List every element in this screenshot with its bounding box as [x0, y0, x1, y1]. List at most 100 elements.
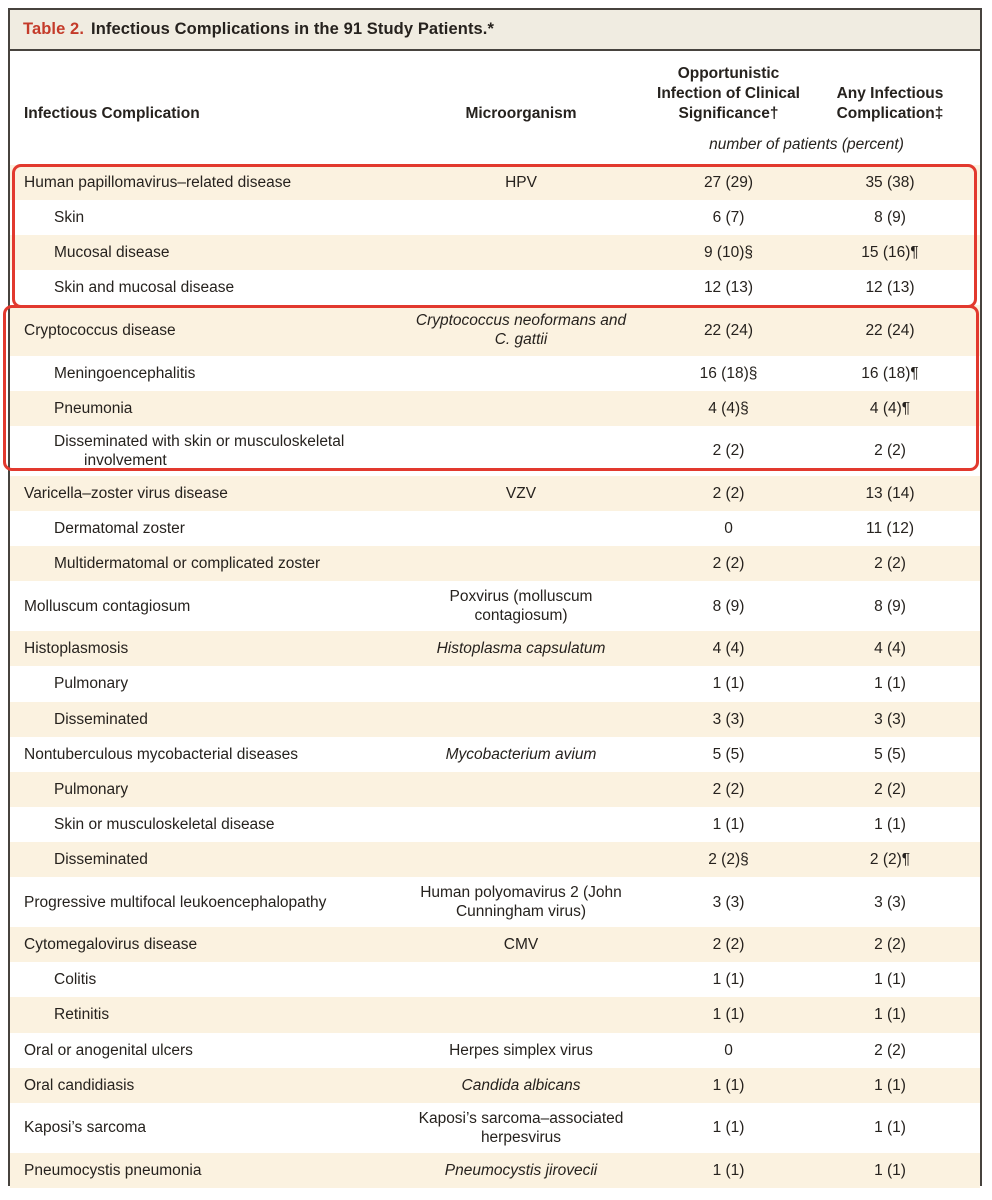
- any-infection-cell: 1 (1): [874, 971, 906, 989]
- microorganism-cell: [385, 390, 657, 426]
- any-infection-cell: 13 (14): [800, 475, 980, 511]
- microorganism-text: CMV: [503, 936, 539, 954]
- microorganism-cell: [385, 200, 657, 235]
- microorganism-text: Histoplasma capsulatum: [436, 640, 606, 658]
- any-infection-cell: 8 (9): [874, 209, 906, 227]
- complication-cell: Pulmonary: [10, 771, 385, 807]
- complication-cell: Molluscum contagiosum: [24, 597, 191, 615]
- oi-significance-cell: 3 (3): [712, 893, 745, 911]
- any-infection-cell: 4 (4): [800, 631, 980, 667]
- microorganism-cell: [385, 841, 657, 878]
- oi-significance-cell: 1 (1): [712, 675, 745, 693]
- oi-significance-cell: 4 (4): [657, 631, 800, 667]
- complication-cell: Retinitis: [10, 997, 385, 1033]
- oi-significance-cell: 1 (1): [712, 815, 745, 833]
- complication-cell: Varicella–zoster virus disease: [10, 475, 385, 511]
- data-grid: Human papillomavirus–related disease HPV 2…: [10, 165, 980, 1188]
- any-infection-cell: 1 (1): [800, 1067, 980, 1103]
- table-header: Infectious Complication Microorganism Op…: [10, 51, 980, 165]
- oi-significance-cell: 8 (9): [712, 597, 745, 615]
- microorganism-cell: Poxvirus (molluscum contagiosum): [385, 581, 657, 631]
- oi-significance-cell: 16 (18)§: [699, 364, 758, 382]
- complication-cell: Dermatomal zoster: [54, 520, 185, 538]
- oi-significance-cell: 4 (4)§: [657, 390, 800, 426]
- complication-cell: Multidermatomal or complicated zoster: [10, 546, 385, 582]
- microorganism-text: Mycobacterium avium: [445, 745, 597, 763]
- complication-cell: Meningoencephalitis: [54, 364, 196, 382]
- microorganism-cell: [385, 511, 657, 546]
- microorganism-text: Pneumocystis jirovecii: [444, 1161, 598, 1179]
- any-infection-cell: 15 (16)¶: [800, 235, 980, 271]
- microorganism-cell: HPV: [385, 165, 657, 201]
- oi-significance-cell: 5 (5): [712, 745, 745, 763]
- any-infection-cell: 2 (2): [874, 442, 906, 460]
- complication-cell: Kaposi’s sarcoma: [24, 1119, 147, 1137]
- complication-cell: Disseminated: [10, 841, 385, 878]
- complication-cell: Nontuberculous mycobacterial diseases: [24, 745, 298, 763]
- microorganism-cell: Kaposi’s sarcoma–associated herpesvirus: [385, 1103, 657, 1153]
- oi-significance-cell: 2 (2)§: [657, 841, 800, 878]
- microorganism-cell: Herpes simplex virus: [385, 1033, 657, 1068]
- microorganism-cell: VZV: [385, 475, 657, 511]
- table-number-label: Table 2.: [23, 20, 85, 38]
- table-frame: Table 2. Infectious Complications in the…: [3, 8, 982, 1188]
- microorganism-cell: Pneumocystis jirovecii: [385, 1152, 657, 1188]
- complication-cell: Pneumonia: [10, 390, 385, 426]
- complication-cell: Colitis: [54, 971, 97, 989]
- microorganism-text: Candida albicans: [461, 1076, 581, 1094]
- oi-significance-cell: 6 (7): [712, 209, 745, 227]
- microorganism-cell: Human polyomavirus 2 (John Cunningham vi…: [385, 877, 657, 927]
- oi-significance-cell: 3 (3): [657, 701, 800, 737]
- complication-cell: Human papillomavirus–related disease: [10, 165, 385, 201]
- any-infection-cell: 35 (38): [800, 165, 980, 201]
- col-header-opportunistic-infection: Opportunistic Infection of Clinical Sign…: [657, 65, 800, 122]
- oi-significance-cell: 1 (1): [712, 1119, 745, 1137]
- table-body: Infectious Complication Microorganism Op…: [10, 51, 980, 1188]
- any-infection-cell: 22 (24): [800, 305, 980, 356]
- units-row: number of patients (percent): [10, 133, 980, 165]
- any-infection-cell: 16 (18)¶: [861, 364, 919, 382]
- any-infection-cell: 1 (1): [874, 1119, 906, 1137]
- units-spacer: [10, 133, 657, 165]
- complication-cell: Skin and mucosal disease: [54, 279, 235, 297]
- oi-significance-cell: 0: [724, 1041, 733, 1059]
- microorganism-cell: [385, 235, 657, 271]
- microorganism-cell: [385, 962, 657, 997]
- any-infection-cell: 5 (5): [874, 745, 906, 763]
- oi-significance-cell: 1 (1): [712, 971, 745, 989]
- col-header-infectious-complication: Infectious Complication: [24, 105, 200, 122]
- table-title-bar: Table 2. Infectious Complications in the…: [10, 10, 980, 51]
- complication-cell: Cryptococcus disease: [10, 305, 385, 356]
- any-infection-cell: 2 (2): [800, 546, 980, 582]
- microorganism-cell: [385, 807, 657, 842]
- oi-significance-cell: 22 (24): [657, 305, 800, 356]
- complication-cell: Histoplasmosis: [10, 631, 385, 667]
- complication-cell: Oral or anogenital ulcers: [24, 1041, 193, 1059]
- oi-significance-cell: 2 (2): [712, 442, 745, 460]
- oi-significance-cell: 1 (1): [657, 1152, 800, 1188]
- microorganism-cell: [385, 546, 657, 582]
- oi-significance-cell: 2 (2): [657, 475, 800, 511]
- microorganism-text: Cryptococcus neoformans and C. gattii: [415, 312, 627, 349]
- microorganism-cell: Mycobacterium avium: [385, 737, 657, 772]
- any-infection-cell: 3 (3): [874, 893, 906, 911]
- complication-cell: Mucosal disease: [10, 235, 385, 271]
- oi-significance-cell: 1 (1): [657, 1067, 800, 1103]
- any-infection-cell: 11 (12): [866, 520, 914, 538]
- microorganism-text: HPV: [505, 174, 537, 192]
- any-infection-cell: 1 (1): [800, 1152, 980, 1188]
- microorganism-cell: Candida albicans: [385, 1067, 657, 1103]
- microorganism-cell: [385, 426, 657, 476]
- microorganism-cell: [385, 666, 657, 701]
- any-infection-cell: 2 (2): [874, 1041, 906, 1059]
- oi-significance-cell: 27 (29): [657, 165, 800, 201]
- oi-significance-cell: 9 (10)§: [657, 235, 800, 271]
- any-infection-cell: 2 (2)¶: [800, 841, 980, 878]
- microorganism-text: Herpes simplex virus: [449, 1041, 593, 1059]
- any-infection-cell: 2 (2): [800, 771, 980, 807]
- any-infection-cell: 1 (1): [874, 675, 906, 693]
- complication-cell: Disseminated: [10, 701, 385, 737]
- microorganism-cell: [385, 356, 657, 391]
- any-infection-cell: 3 (3): [800, 701, 980, 737]
- oi-significance-cell: 1 (1): [657, 997, 800, 1033]
